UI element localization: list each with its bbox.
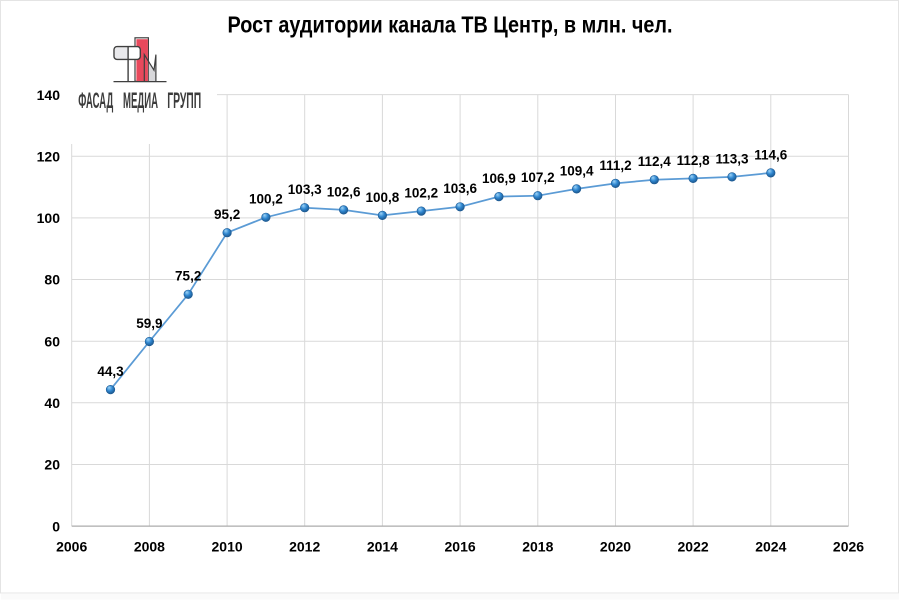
svg-text:107,2: 107,2: [521, 170, 555, 185]
svg-text:ФАСАД: ФАСАД: [78, 88, 113, 113]
svg-text:95,2: 95,2: [214, 207, 240, 222]
svg-text:2008: 2008: [134, 539, 165, 555]
svg-text:2022: 2022: [678, 539, 709, 555]
svg-text:112,8: 112,8: [677, 153, 711, 168]
svg-text:0: 0: [52, 518, 60, 534]
svg-text:100,2: 100,2: [249, 192, 283, 207]
svg-text:МЕДИА: МЕДИА: [123, 88, 158, 113]
svg-text:103,3: 103,3: [288, 182, 322, 197]
svg-text:140: 140: [37, 87, 61, 103]
svg-text:40: 40: [44, 395, 60, 411]
svg-text:75,2: 75,2: [175, 269, 201, 284]
svg-text:114,6: 114,6: [754, 147, 788, 162]
svg-text:60: 60: [44, 333, 60, 349]
svg-text:111,2: 111,2: [599, 158, 631, 173]
svg-text:120: 120: [37, 148, 61, 164]
svg-text:112,4: 112,4: [638, 154, 672, 169]
svg-text:2026: 2026: [833, 539, 864, 555]
svg-text:113,3: 113,3: [715, 151, 749, 166]
svg-text:ГРУПП: ГРУПП: [167, 88, 201, 113]
svg-text:102,2: 102,2: [404, 186, 438, 201]
svg-text:44,3: 44,3: [97, 364, 124, 379]
svg-text:2012: 2012: [289, 539, 320, 555]
svg-text:109,4: 109,4: [560, 163, 594, 178]
svg-text:2006: 2006: [56, 539, 87, 555]
svg-text:100,8: 100,8: [366, 190, 400, 205]
svg-text:2024: 2024: [755, 539, 786, 555]
svg-text:59,9: 59,9: [136, 316, 162, 331]
svg-text:2018: 2018: [522, 539, 553, 555]
svg-text:Рост аудитории канала ТВ Центр: Рост аудитории канала ТВ Центр, в млн. ч…: [228, 11, 673, 37]
svg-text:80: 80: [44, 272, 60, 288]
svg-text:100: 100: [37, 210, 61, 226]
svg-text:20: 20: [44, 457, 60, 473]
svg-text:106,9: 106,9: [482, 171, 516, 186]
svg-text:2014: 2014: [367, 539, 398, 555]
svg-text:102,6: 102,6: [327, 184, 361, 199]
svg-text:2020: 2020: [600, 539, 631, 555]
svg-text:2010: 2010: [212, 539, 243, 555]
svg-text:103,6: 103,6: [443, 181, 477, 196]
svg-text:2016: 2016: [445, 539, 476, 555]
